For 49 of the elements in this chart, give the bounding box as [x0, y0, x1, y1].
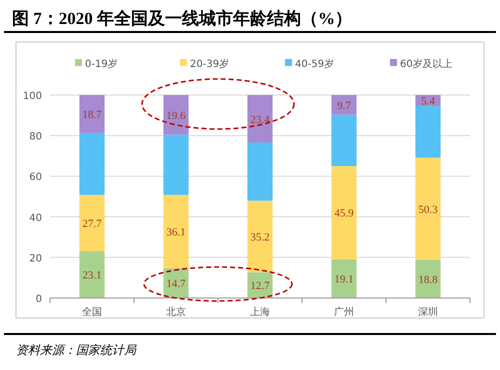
bar: [79, 194, 105, 252]
data-label: 23.4: [250, 114, 270, 126]
legend-label: 40-59岁: [295, 58, 334, 70]
bar: [79, 132, 105, 195]
text: 资料来源：国家统计局: [16, 343, 137, 357]
bar: [331, 95, 357, 115]
data-label: 9.7: [337, 100, 352, 112]
data-label: 35.2: [250, 231, 270, 244]
data-label: 18.8: [418, 274, 438, 286]
bar: [79, 251, 105, 298]
bar: [331, 259, 357, 298]
bar: [79, 95, 105, 133]
chart-title: 图 7：2020 年全国及一线城市年龄结构（%）: [12, 9, 352, 28]
bar: [331, 166, 357, 260]
data-label: 19.1: [334, 274, 354, 286]
data-label: 36.1: [166, 226, 186, 239]
x-tick-label: 广州: [334, 306, 354, 318]
y-tick-label: 0: [36, 294, 42, 305]
data-label: 23.1: [82, 270, 102, 282]
data-label: 19.6: [166, 110, 186, 122]
data-label: 12.7: [250, 280, 270, 292]
legend-label: 20-39岁: [190, 58, 230, 70]
bar: [415, 260, 441, 298]
x-tick-label: 深圳: [418, 306, 438, 318]
data-label: 45.9: [334, 208, 354, 220]
legend-label: 60岁及以上: [400, 58, 453, 70]
y-tick-label: 20: [29, 253, 42, 264]
y-tick-label: 60: [29, 172, 42, 184]
bar: [163, 134, 189, 195]
bar: [163, 95, 189, 135]
data-label: 14.7: [166, 278, 186, 290]
bar: [247, 142, 273, 201]
bar: [415, 158, 441, 260]
y-tick-label: 40: [29, 212, 42, 224]
x-tick-label: 全国: [82, 306, 102, 318]
bar: [247, 95, 273, 142]
data-label: 50.3: [418, 204, 438, 216]
data-label: 27.7: [82, 218, 102, 230]
x-tick-label: 上海: [250, 306, 270, 318]
bar: [163, 194, 189, 268]
y-tick-label: 80: [29, 132, 42, 143]
x-tick-label: 北京: [166, 306, 186, 318]
data-label: 5.4: [421, 95, 436, 108]
bar: [415, 106, 441, 158]
data-label: 18.7: [82, 108, 102, 121]
y-tick-label: 100: [22, 91, 42, 102]
bar: [247, 200, 273, 272]
bar: [331, 114, 357, 166]
legend-label: 0-19岁: [85, 58, 118, 70]
